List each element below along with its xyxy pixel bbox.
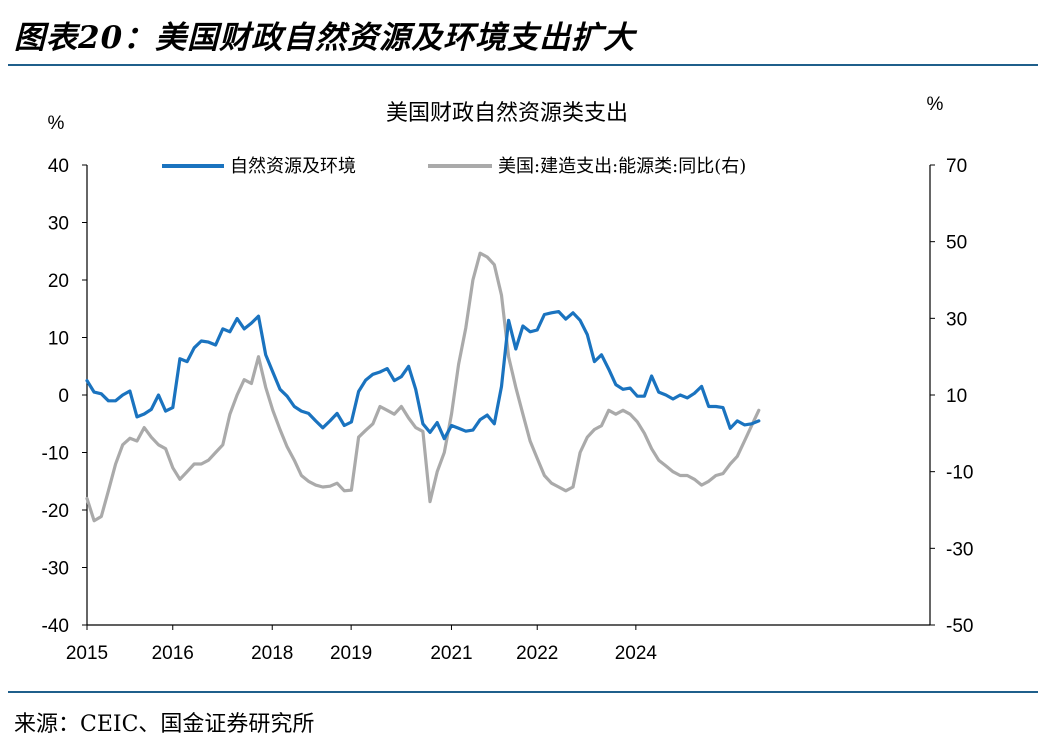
left-tick-label: 20	[48, 271, 69, 292]
axes: 40 30 20 10 0 -10 -20 -30 -40 70 50 30 10 -10 -30 -50 20…	[42, 156, 974, 664]
left-tick-label: 30	[48, 214, 69, 235]
left-tick-label: 40	[48, 156, 69, 177]
left-tick-label: 10	[48, 329, 69, 350]
source-note: 来源：CEIC、国金证券研究所	[14, 712, 315, 737]
right-tick-label: 30	[946, 309, 967, 330]
legend-label-series-right: 美国:建造支出:能源类:同比(右)	[498, 156, 746, 177]
right-tick-label: -10	[946, 463, 973, 484]
chart-title: 美国财政自然资源类支出	[386, 101, 628, 126]
right-tick-label: -30	[946, 539, 973, 560]
x-tick-label: 2019	[330, 643, 372, 664]
series-line-left	[85, 310, 761, 441]
figure-title: 图表20：美国财政自然资源及环境支出扩大	[14, 20, 636, 56]
plot-area	[85, 251, 761, 523]
left-tick-label: 0	[58, 386, 69, 407]
left-tick-label: -10	[42, 444, 69, 465]
x-tick-label: 2021	[430, 643, 472, 664]
right-tick-label: -50	[946, 616, 973, 637]
legend-label-series-left: 自然资源及环境	[230, 156, 356, 177]
x-tick-label: 2015	[66, 643, 108, 664]
left-tick-label: -20	[42, 501, 69, 522]
right-tick-label: 70	[946, 156, 967, 177]
x-tick-label: 2024	[615, 643, 658, 664]
right-tick-label: 10	[946, 386, 967, 407]
x-tick-label: 2022	[516, 643, 558, 664]
right-tick-label: 50	[946, 233, 967, 254]
left-axis-unit: %	[48, 113, 65, 134]
right-axis-unit: %	[927, 94, 944, 115]
left-tick-label: -40	[42, 616, 69, 637]
legend: 自然资源及环境 美国:建造支出:能源类:同比(右)	[162, 156, 746, 177]
bottom-rule	[8, 691, 1038, 693]
x-tick-label: 2018	[251, 643, 293, 664]
left-tick-label: -30	[42, 559, 69, 580]
series-line-right	[85, 251, 761, 523]
top-rule	[8, 64, 1038, 66]
x-tick-label: 2016	[152, 643, 194, 664]
